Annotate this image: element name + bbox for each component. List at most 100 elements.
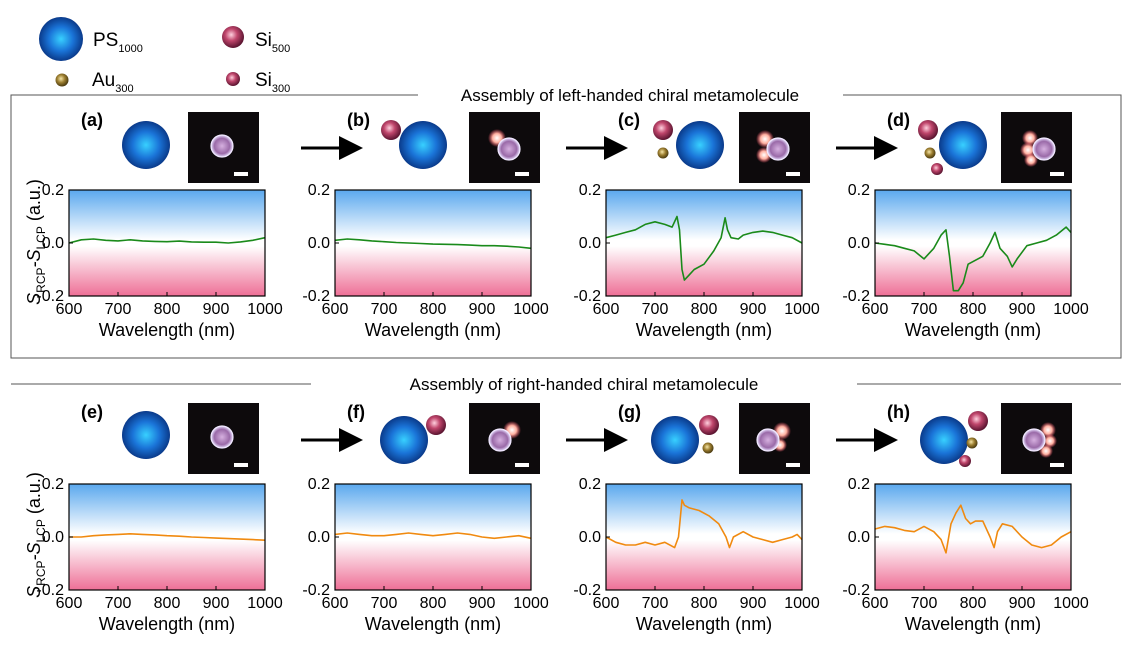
- y-tick-label: -0.2: [573, 288, 601, 305]
- au300-sphere-icon: [657, 147, 669, 159]
- legend-label-si500: Si500: [255, 30, 290, 55]
- legend-item-au300: Au300: [55, 70, 134, 95]
- arrows: [301, 136, 898, 452]
- x-tick-label: 800: [420, 301, 447, 318]
- ps-sphere-icon: [399, 121, 447, 169]
- x-tick-label: 700: [642, 595, 669, 612]
- legend-item-si300: Si300: [226, 70, 290, 95]
- scale-bar: [515, 172, 529, 176]
- panel-label: (e): [81, 402, 103, 422]
- series-line: [334, 238, 532, 250]
- y-tick-label: 0.0: [848, 235, 870, 252]
- si500-sphere-icon: [222, 26, 244, 48]
- x-tick-label: 600: [56, 595, 83, 612]
- chart-panel: 600 700 800 900 1000 0.2 0.0 -0.2 Wavelength (nm…: [842, 182, 1088, 340]
- series-line: [605, 499, 803, 549]
- au300-sphere-icon: [55, 73, 69, 87]
- x-tick-label: 800: [420, 595, 447, 612]
- au300-sphere-icon: [966, 437, 978, 449]
- micrograph-h: [1001, 403, 1072, 474]
- svg-text:SRCP-SLCP (a.u.): SRCP-SLCP (a.u.): [24, 179, 48, 305]
- x-tick-label: 1000: [784, 595, 820, 612]
- x-tick-label: 600: [56, 301, 83, 318]
- x-tick-label: 700: [911, 301, 938, 318]
- x-tick-label: 700: [911, 595, 938, 612]
- ps-sphere-icon: [651, 416, 699, 464]
- y-tick-label: -0.2: [36, 582, 64, 599]
- au300-sphere-icon: [702, 442, 714, 454]
- y-tick-label: 0.0: [308, 529, 330, 546]
- series-line: [68, 236, 266, 244]
- scale-bar: [786, 172, 800, 176]
- x-tick-label: 600: [322, 301, 349, 318]
- panel-label: (f): [347, 402, 365, 422]
- series-line: [334, 532, 532, 540]
- y-tick-label: 0.2: [848, 476, 870, 493]
- chart-panel: 600 700 800 900 1000 0.2 0.0 -0.2 Wavelength (nm…: [573, 182, 819, 340]
- micrograph-f: [469, 403, 540, 474]
- chart-panels: 600 700 800 900 1000 0.2 0.0 -0.2 Wavelength (nm…: [36, 110, 1088, 634]
- plot-background: [606, 484, 802, 590]
- series-line: [69, 533, 266, 541]
- legend-label-ps: PS1000: [93, 30, 143, 55]
- x-tick-label: 700: [105, 595, 132, 612]
- x-tick-label: 1000: [1053, 301, 1089, 318]
- ps-sphere-icon: [122, 411, 170, 459]
- si300-sphere-icon: [931, 163, 943, 175]
- plot-background: [335, 484, 531, 590]
- x-axis-title: Wavelength (nm): [905, 614, 1041, 634]
- svg-text:SRCP-SLCP (a.u.): SRCP-SLCP (a.u.): [24, 472, 48, 598]
- x-tick-label: 600: [322, 595, 349, 612]
- y-tick-label: -0.2: [573, 582, 601, 599]
- ps-sphere-icon: [380, 416, 428, 464]
- x-tick-label: 800: [960, 595, 987, 612]
- y-tick-label: 0.2: [579, 182, 601, 199]
- micrograph-b: [469, 112, 540, 183]
- x-tick-label: 900: [203, 595, 230, 612]
- schematics-row-left: [122, 120, 987, 175]
- plot-background: [335, 190, 531, 296]
- scale-bar: [234, 172, 248, 176]
- si500-sphere-icon: [699, 415, 719, 435]
- scale-bar: [1050, 172, 1064, 176]
- y-tick-label: -0.2: [302, 582, 330, 599]
- panel-label: (g): [618, 402, 641, 422]
- y-tick-label: 0.0: [579, 235, 601, 252]
- plot-background: [875, 190, 1071, 296]
- y-tick-label: -0.2: [302, 288, 330, 305]
- x-tick-label: 1000: [1053, 595, 1089, 612]
- x-tick-label: 1000: [247, 301, 283, 318]
- x-axis-title: Wavelength (nm): [636, 614, 772, 634]
- y-tick-label: 0.2: [308, 476, 330, 493]
- x-tick-label: 1000: [247, 595, 283, 612]
- series-line: [874, 504, 1072, 554]
- legend-item-ps1000: PS1000: [39, 17, 143, 61]
- x-tick-label: 700: [371, 301, 398, 318]
- section-right-handed: Assembly of right-handed chiral metamole…: [11, 375, 1121, 394]
- au300-sphere-icon: [924, 147, 936, 159]
- ps-sphere-icon: [920, 416, 968, 464]
- x-tick-label: 600: [593, 595, 620, 612]
- x-tick-label: 900: [1009, 595, 1036, 612]
- chart-panel: 600 700 800 900 1000 0.2 0.0 -0.2 Wavelength (nm…: [36, 476, 282, 634]
- x-tick-label: 900: [740, 595, 767, 612]
- series-line: [605, 215, 803, 281]
- section-frame-left: [10, 94, 1122, 359]
- legend-item-si500: Si500: [222, 26, 290, 55]
- plot-background: [875, 484, 1071, 590]
- x-tick-label: 1000: [513, 301, 549, 318]
- y-tick-label: 0.0: [308, 235, 330, 252]
- x-tick-label: 600: [593, 301, 620, 318]
- y-tick-label: 0.0: [42, 529, 64, 546]
- panel-label: (d): [887, 110, 910, 130]
- panel-label: (h): [887, 402, 910, 422]
- plot-background: [606, 190, 802, 296]
- y-axis-title-row-right: SRCP-SLCP (a.u.): [24, 472, 48, 598]
- x-tick-label: 900: [740, 301, 767, 318]
- x-tick-label: 600: [862, 595, 889, 612]
- scale-bar: [786, 463, 800, 467]
- x-tick-label: 800: [691, 301, 718, 318]
- x-axis-title: Wavelength (nm): [99, 614, 235, 634]
- x-axis-title: Wavelength (nm): [905, 320, 1041, 340]
